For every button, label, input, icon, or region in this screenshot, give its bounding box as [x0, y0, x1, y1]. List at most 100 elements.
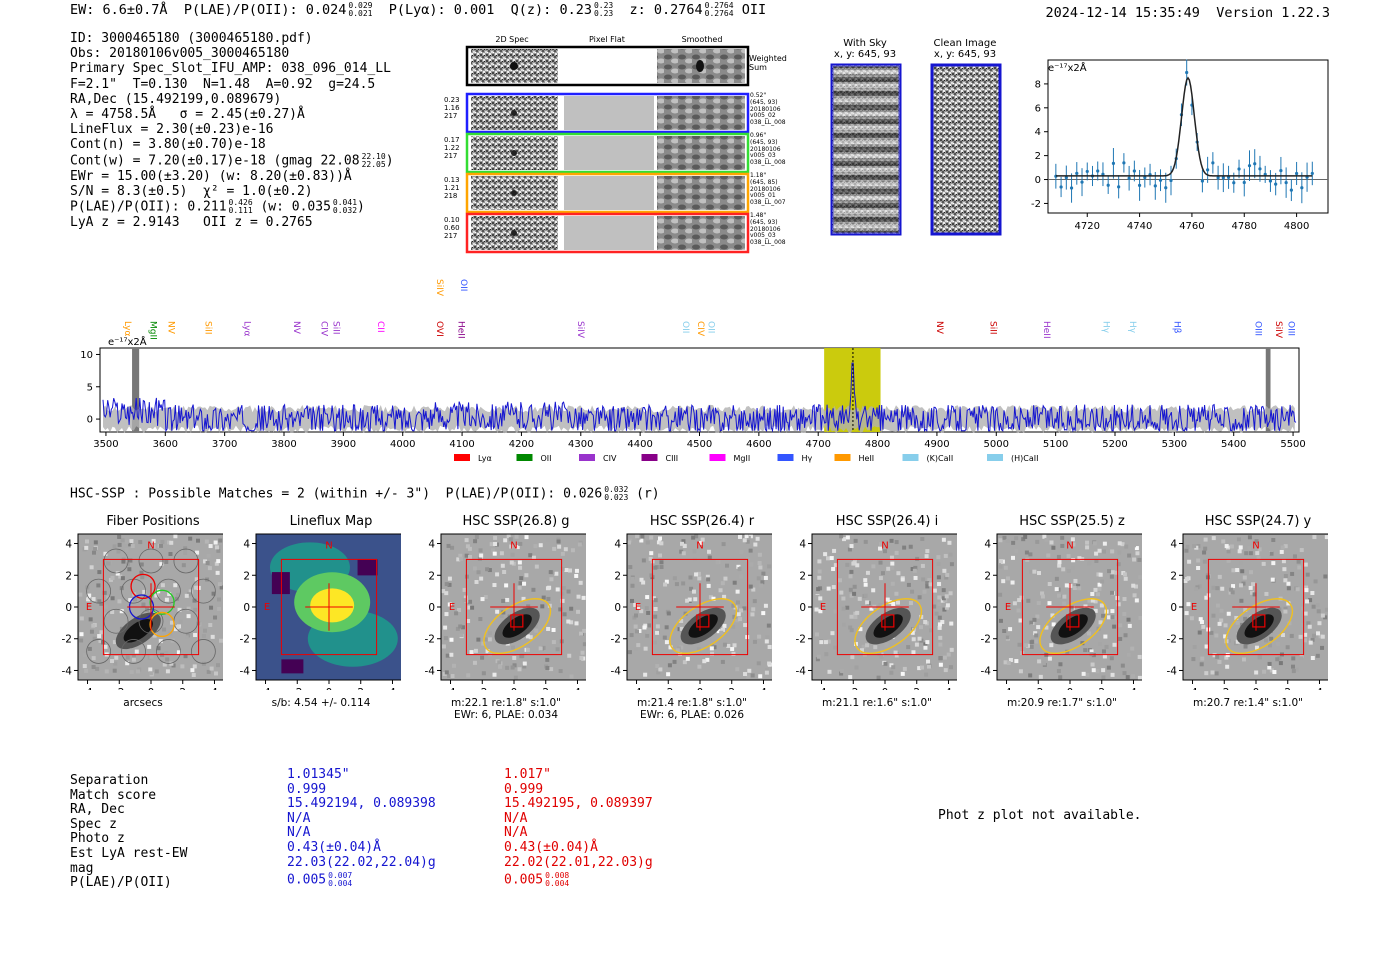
cutout-noise-pixel [1286, 601, 1291, 606]
east-label: E [1005, 602, 1011, 613]
cutout-noise-pixel [1131, 543, 1136, 548]
cutout-noise-pixel [731, 651, 736, 656]
match-value: N/A [287, 825, 311, 841]
cutout-noise-pixel [659, 560, 664, 565]
cutout-noise-pixel [1122, 612, 1127, 617]
with-sky-header: With Sky x, y: 645, 93 [828, 38, 902, 60]
cutout-noise-pixel [896, 571, 901, 576]
cutout-noise-pixel [117, 599, 122, 604]
cutout-noise-pixel [1204, 595, 1209, 600]
cutout-noise-pixel [917, 636, 922, 641]
cutout-noise-pixel [79, 616, 84, 621]
cutout-noise-pixel [174, 596, 179, 601]
cutout-noise-pixel [1070, 537, 1075, 542]
cutout-xtick-label: 0 [326, 687, 333, 690]
cutout-noise-pixel [697, 576, 702, 581]
cutout-noise-pixel [1196, 566, 1201, 571]
source-marker-box [696, 614, 710, 628]
cutout-noise-pixel [177, 607, 182, 612]
cutout-noise-pixel [927, 578, 932, 583]
cutout-noise-pixel [1268, 643, 1273, 648]
cutout-noise-pixel [533, 624, 538, 629]
cutout-noise-pixel [1240, 569, 1245, 574]
cutout-noise-pixel [162, 662, 167, 667]
cutout-noise-pixel [441, 644, 446, 649]
cutout-noise-pixel [487, 637, 492, 642]
cutout-noise-pixel [869, 606, 874, 611]
cutout-noise-pixel [705, 657, 710, 662]
cutout-noise-pixel [833, 609, 838, 614]
cutout-noise-pixel [891, 665, 896, 670]
cutout-noise-pixel [1316, 609, 1321, 614]
cutout-footer-line: EWr: 6, PLAE: 0.034 [453, 709, 559, 721]
spectral-line-label: OIII [1253, 321, 1263, 336]
cutout-noise-pixel [538, 543, 543, 548]
cutout-noise-pixel [493, 535, 498, 540]
cutout-noise-pixel [639, 609, 644, 614]
cutout-noise-pixel [1308, 598, 1313, 603]
cutout-noise-pixel [1280, 545, 1285, 550]
cutout-ytick-label: 2 [799, 570, 806, 582]
cutout-noise-pixel [663, 582, 668, 587]
zoom-point [1300, 186, 1304, 190]
cutout-noise-pixel [1235, 568, 1240, 573]
cutout-noise-pixel [579, 655, 584, 660]
cutout-noise-pixel [91, 597, 96, 602]
cutout-noise-pixel [689, 586, 694, 591]
cutout-noise-pixel [549, 667, 554, 672]
cutout-noise-pixel [1126, 652, 1131, 657]
spectral-line-label: SiIV [1273, 321, 1283, 339]
cutout-noise-pixel [1130, 646, 1135, 651]
cutout-noise-pixel [468, 599, 473, 604]
cutout-noise-pixel [1044, 537, 1049, 542]
cutout-noise-pixel [462, 598, 467, 603]
cutout-noise-pixel [464, 574, 469, 579]
cutout-noise-pixel [854, 665, 859, 670]
cutout-noise-pixel [551, 627, 556, 632]
cutout-noise-pixel [492, 551, 497, 556]
cutout-noise-pixel [95, 666, 100, 671]
cutout-noise-pixel [1046, 553, 1051, 558]
cutout-noise-pixel [687, 597, 692, 602]
cutout-noise-pixel [1303, 562, 1308, 567]
cutout-noise-pixel [472, 660, 477, 665]
cutout-noise-pixel [569, 606, 574, 611]
cutout-noise-pixel [175, 625, 180, 630]
cutout-noise-pixel [630, 583, 635, 588]
cutout-noise-pixel [186, 592, 191, 597]
cutout-noise-pixel [894, 550, 899, 555]
cutout-ytick-label: 0 [243, 602, 250, 614]
cutout-noise-pixel [1228, 590, 1233, 595]
east-label: E [449, 602, 455, 613]
cutout-noise-pixel [114, 655, 119, 660]
cutout-noise-pixel [739, 608, 744, 613]
cutout-noise-pixel [574, 573, 579, 578]
zoom-point [1132, 169, 1136, 173]
zoom-ytick-label: 0 [1035, 175, 1041, 186]
cutout-noise-pixel [839, 534, 844, 539]
cutout-noise-pixel [1008, 627, 1013, 632]
galaxy-core [688, 614, 718, 638]
cutout-noise-pixel [902, 666, 907, 671]
cutout-noise-pixel [1023, 534, 1028, 539]
header-version: Version 1.22.3 [1216, 5, 1330, 21]
spec2d-panels [465, 45, 750, 254]
cutout-noise-pixel [1219, 618, 1224, 623]
cutout-noise-pixel [545, 586, 550, 591]
cutout-noise-pixel [842, 537, 847, 542]
cutout-ytick-label: 2 [984, 570, 991, 582]
cutout-noise-pixel [78, 592, 83, 597]
match-label: Photo z [70, 831, 125, 847]
cutout-noise-pixel [838, 578, 843, 583]
cutout-noise-pixel [1071, 565, 1076, 570]
cutout-noise-pixel [1097, 548, 1102, 553]
cutout-xtick-label: -4 [816, 687, 827, 690]
cutout-noise-pixel [1226, 638, 1231, 643]
cutout-noise-pixel [674, 582, 679, 587]
spec-row-flat [564, 96, 654, 130]
cutout-noise-pixel [555, 587, 560, 592]
cutout-noise-pixel [853, 538, 858, 543]
cutout-noise-pixel [914, 642, 919, 647]
cutout-noise-pixel [473, 648, 478, 653]
